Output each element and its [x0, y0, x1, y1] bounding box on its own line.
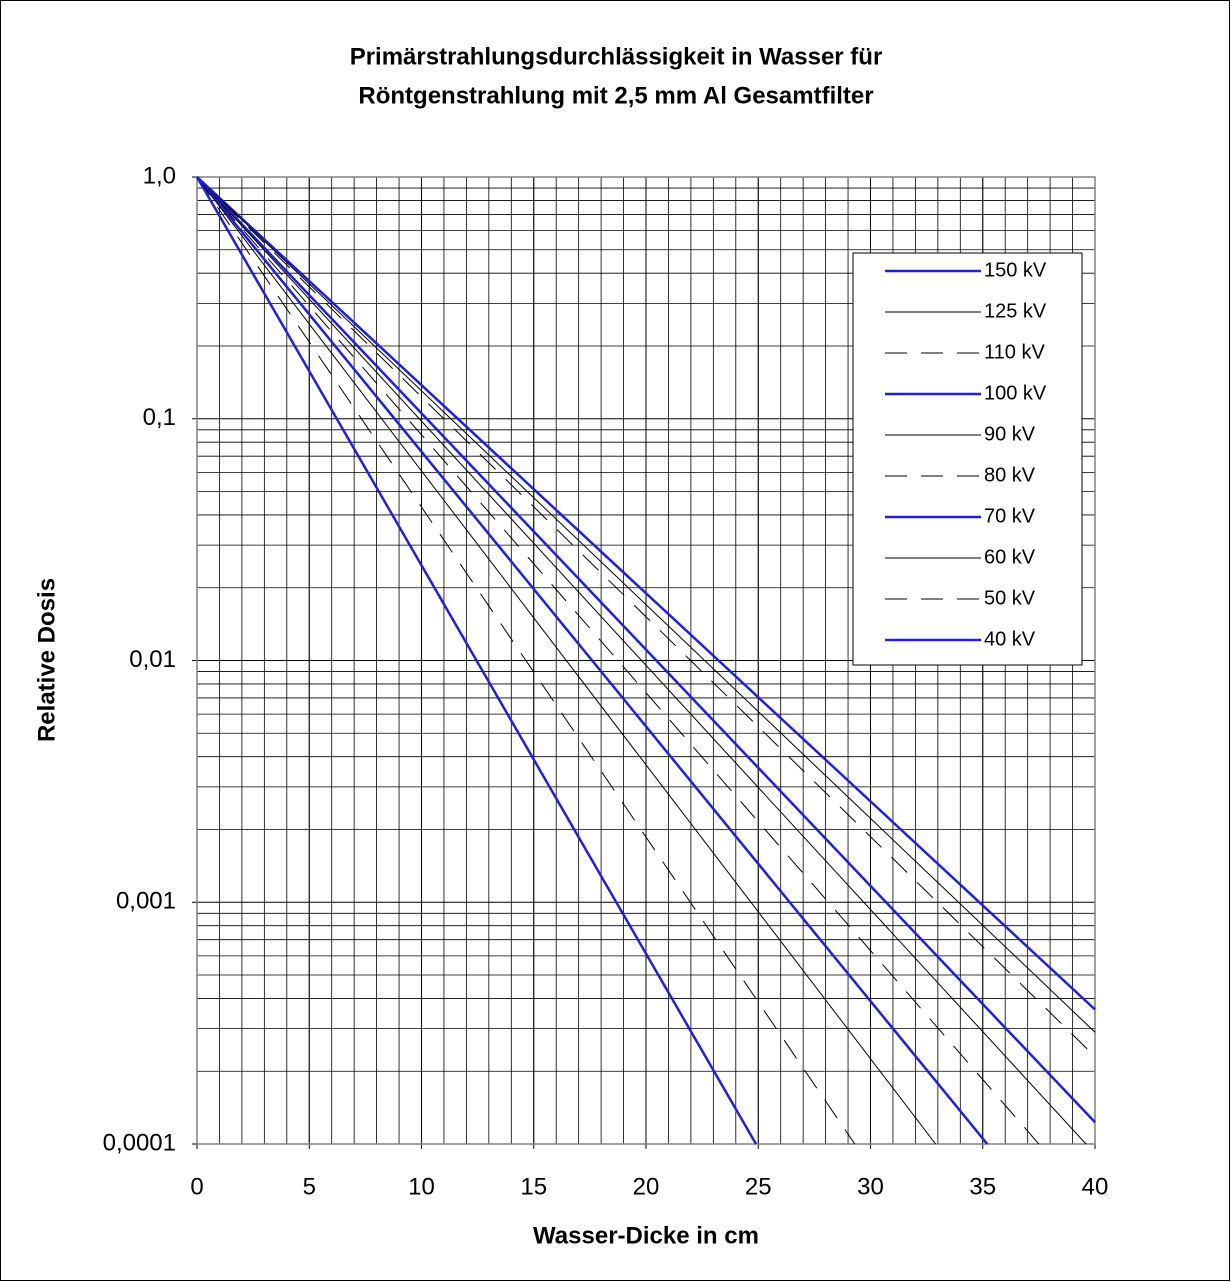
- chart-title: Primärstrahlungsdurchlässigkeit in Wasse…: [350, 43, 883, 70]
- x-tick-label: 0: [190, 1173, 203, 1200]
- x-axis-label: Wasser-Dicke in cm: [533, 1222, 759, 1249]
- series-line: [195, 176, 758, 1145]
- legend-label: 100 kV: [984, 382, 1047, 404]
- x-tick-label: 10: [408, 1173, 435, 1200]
- legend-label: 150 kV: [984, 259, 1047, 281]
- x-tick-label: 30: [857, 1173, 884, 1200]
- y-tick-label: 0,1: [143, 404, 176, 431]
- legend-label: 125 kV: [984, 300, 1047, 322]
- x-tick-label: 35: [969, 1173, 996, 1200]
- series-line: [196, 176, 1096, 1124]
- x-tick-label: 15: [520, 1173, 547, 1200]
- series-line: [196, 176, 937, 1145]
- legend-label: 40 kV: [984, 628, 1036, 650]
- y-tick-label: 0,01: [129, 646, 176, 673]
- series-line: [196, 176, 1096, 1011]
- legend-label: 80 kV: [984, 464, 1036, 486]
- legend-label: 110 kV: [984, 341, 1045, 363]
- series-line: [196, 176, 1096, 1057]
- x-tick-label: 25: [745, 1173, 772, 1200]
- y-tick-label: 0,0001: [103, 1129, 176, 1156]
- plot-border: [196, 176, 1096, 1145]
- legend-label: 90 kV: [984, 423, 1036, 445]
- legend-box: [852, 252, 1083, 666]
- legend-label: 50 kV: [984, 587, 1036, 609]
- y-tick-label: 0,001: [116, 888, 176, 915]
- y-axis-label: Relative Dosis: [33, 578, 60, 742]
- series-line: [196, 176, 1096, 1033]
- legend-label: 60 kV: [984, 546, 1036, 568]
- x-tick-label: 20: [633, 1173, 660, 1200]
- y-tick-label: 1,0: [143, 162, 176, 189]
- series-line: [196, 176, 856, 1145]
- legend-label: 70 kV: [984, 505, 1036, 527]
- series-line: [196, 176, 989, 1145]
- series-line: [196, 176, 1087, 1145]
- x-tick-label: 5: [303, 1173, 316, 1200]
- x-tick-label: 40: [1082, 1173, 1109, 1200]
- chart-title: Röntgenstrahlung mit 2,5 mm Al Gesamtfil…: [358, 82, 873, 109]
